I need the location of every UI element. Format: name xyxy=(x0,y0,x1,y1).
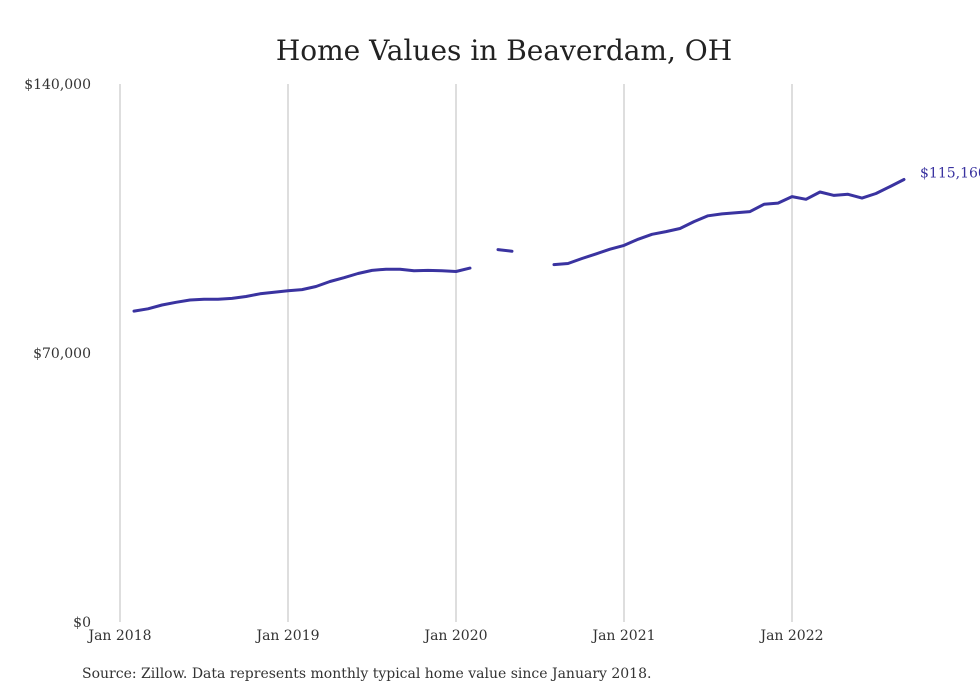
x-tick-label: Jan 2020 xyxy=(422,628,487,644)
x-tick-label: Jan 2018 xyxy=(86,628,151,644)
series-line-segment-1 xyxy=(496,248,514,253)
series-line-segment-0 xyxy=(132,266,472,313)
y-tick-label: $140,000 xyxy=(24,77,91,93)
series-line-segment-2 xyxy=(552,178,906,267)
x-tick-label: Jan 2021 xyxy=(590,628,655,644)
y-axis-ticks: $0 $70,000 $140,000 xyxy=(24,77,91,631)
end-value-label: $115,160 xyxy=(920,165,980,181)
y-tick-label: $70,000 xyxy=(33,346,91,362)
x-gridlines xyxy=(119,84,793,622)
x-axis-ticks: Jan 2018 Jan 2019 Jan 2020 Jan 2021 Jan 2022 xyxy=(86,628,823,644)
source-note: Source: Zillow. Data represents monthly … xyxy=(82,666,652,682)
chart-title: Home Values in Beaverdam, OH xyxy=(276,34,732,67)
home-value-series xyxy=(132,178,906,313)
x-tick-label: Jan 2019 xyxy=(254,628,319,644)
y-tick-label: $0 xyxy=(73,615,91,631)
x-tick-label: Jan 2022 xyxy=(758,628,823,644)
